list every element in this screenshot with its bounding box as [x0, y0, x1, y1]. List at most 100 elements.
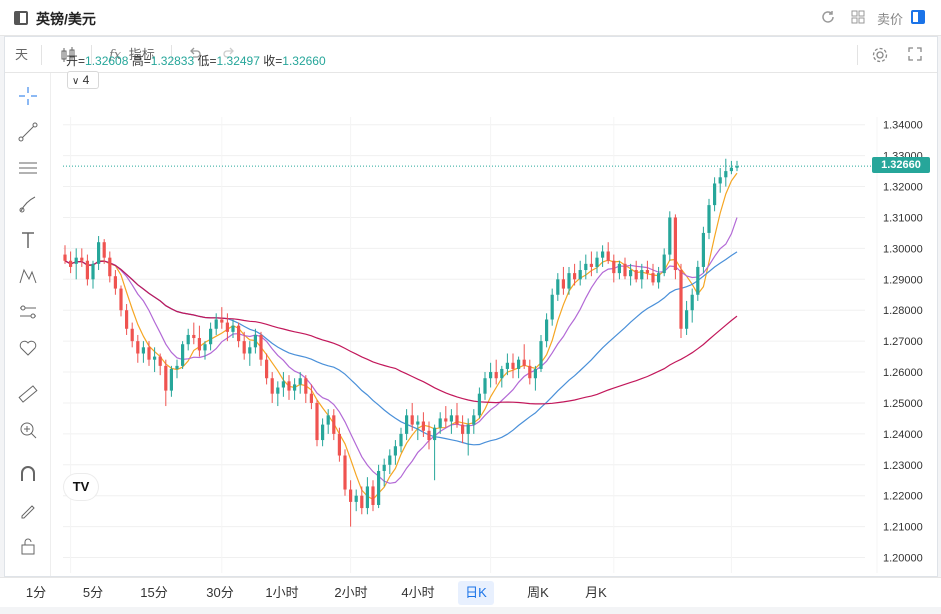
candle-body: [332, 415, 336, 434]
candle-body: [494, 372, 498, 379]
interval-2[interactable]: 15分: [140, 585, 168, 600]
candle-body: [477, 393, 481, 416]
pattern-icon[interactable]: [17, 265, 39, 287]
interval-6[interactable]: 4小时: [401, 585, 435, 600]
y-tick-label: 1.30000: [883, 243, 923, 255]
interval-9[interactable]: 月K: [585, 585, 607, 600]
sidebar-toggle-icon[interactable]: [14, 11, 28, 25]
candle-body: [718, 177, 722, 184]
candle-body: [612, 260, 616, 274]
interval-4[interactable]: 1小时: [265, 585, 299, 600]
candle-body: [192, 334, 196, 339]
projection-icon[interactable]: [17, 301, 39, 323]
y-tick-label: 1.31000: [883, 212, 923, 224]
candle-body: [259, 334, 263, 360]
text-tool-icon[interactable]: [17, 229, 39, 251]
candle-body: [382, 464, 386, 471]
lock-icon[interactable]: [17, 535, 39, 557]
sell-price-button[interactable]: 卖价: [877, 12, 904, 27]
close-value: 1.32660: [282, 54, 326, 68]
last-price-tag: 1.32660: [872, 157, 930, 174]
fullscreen-icon[interactable]: [907, 46, 923, 64]
heart-icon[interactable]: [17, 337, 39, 359]
candle-body: [175, 365, 179, 369]
candle-body: [545, 319, 549, 342]
candle-body: [606, 251, 610, 261]
candle-body: [421, 421, 425, 431]
candle-body: [349, 489, 353, 502]
interval-5[interactable]: 2小时: [334, 585, 368, 600]
candle-body: [298, 378, 302, 385]
indicator-count: 4: [82, 73, 90, 87]
candle-body: [617, 263, 621, 274]
undo-icon[interactable]: [187, 46, 203, 64]
candle-body: [343, 455, 347, 490]
indicator-count-toggle[interactable]: ∨ 4: [67, 71, 99, 89]
candle-body: [304, 378, 308, 394]
zoom-in-icon[interactable]: [17, 419, 39, 441]
settings-gear-icon[interactable]: [871, 46, 889, 64]
candle-body: [265, 359, 269, 379]
draw-lock-icon[interactable]: [17, 499, 39, 521]
low-value: 1.32497: [216, 54, 260, 68]
magnet-icon[interactable]: [17, 463, 39, 485]
candle-body: [696, 266, 700, 295]
chart-frame: 天 fx 指标: [4, 36, 938, 577]
candle-body: [707, 205, 711, 233]
candle-body: [724, 171, 728, 178]
open-label: 开=: [66, 54, 86, 68]
candle-body: [125, 310, 129, 329]
candle-body: [287, 381, 291, 391]
candle-body: [483, 378, 487, 394]
open-value: 1.32608: [85, 54, 129, 68]
candle-body: [80, 257, 84, 261]
candle-body: [69, 260, 73, 267]
layout-grid-icon[interactable]: [850, 9, 868, 27]
candle-body: [645, 270, 649, 274]
candlestick-type-icon[interactable]: [59, 46, 77, 64]
candle-body: [293, 384, 297, 391]
candle-body: [668, 217, 672, 255]
interval-7[interactable]: 日K: [458, 581, 494, 605]
candle-body: [578, 270, 582, 280]
y-tick-label: 1.32000: [883, 182, 923, 194]
drawing-toolbar: [5, 73, 51, 576]
candle-body: [489, 372, 493, 379]
high-label: 高=: [131, 54, 151, 68]
candle-body: [573, 273, 577, 280]
interval-3[interactable]: 30分: [206, 585, 234, 600]
redo-icon[interactable]: [221, 46, 237, 64]
trend-line-icon[interactable]: [17, 121, 39, 143]
interval-selector[interactable]: 天: [15, 47, 29, 62]
indicators-button[interactable]: fx 指标: [109, 46, 155, 64]
candle-body: [315, 402, 319, 441]
crosshair-icon[interactable]: [17, 85, 39, 107]
interval-0[interactable]: 1分: [25, 585, 47, 600]
interval-1[interactable]: 5分: [82, 585, 104, 600]
interval-8[interactable]: 周K: [527, 585, 549, 600]
candle-body: [685, 310, 689, 329]
chart-toolbar: 天 fx 指标: [5, 37, 937, 73]
candle-body: [528, 365, 532, 379]
refresh-icon[interactable]: [820, 9, 838, 27]
brush-icon[interactable]: [17, 193, 39, 215]
candle-body: [203, 344, 207, 351]
candle-body: [455, 415, 459, 425]
candle-body: [237, 325, 241, 342]
candle-body: [449, 415, 453, 422]
ruler-icon[interactable]: [17, 383, 39, 405]
candle-body: [169, 368, 173, 391]
y-tick-label: 1.21000: [883, 522, 923, 534]
candle-body: [74, 257, 78, 264]
panel-toggle-icon[interactable]: [911, 10, 925, 24]
candle-body: [410, 415, 414, 425]
price-chart[interactable]: 1.340001.330001.320001.310001.300001.290…: [51, 73, 937, 576]
candle-body: [472, 415, 476, 425]
candle-body: [657, 273, 661, 283]
candle-body: [231, 325, 235, 332]
window-header: 英镑/美元 卖价: [0, 0, 941, 36]
candle-body: [729, 167, 733, 172]
candle-body: [629, 270, 633, 277]
candle-body: [186, 334, 190, 345]
horizontal-lines-icon[interactable]: [17, 157, 39, 179]
